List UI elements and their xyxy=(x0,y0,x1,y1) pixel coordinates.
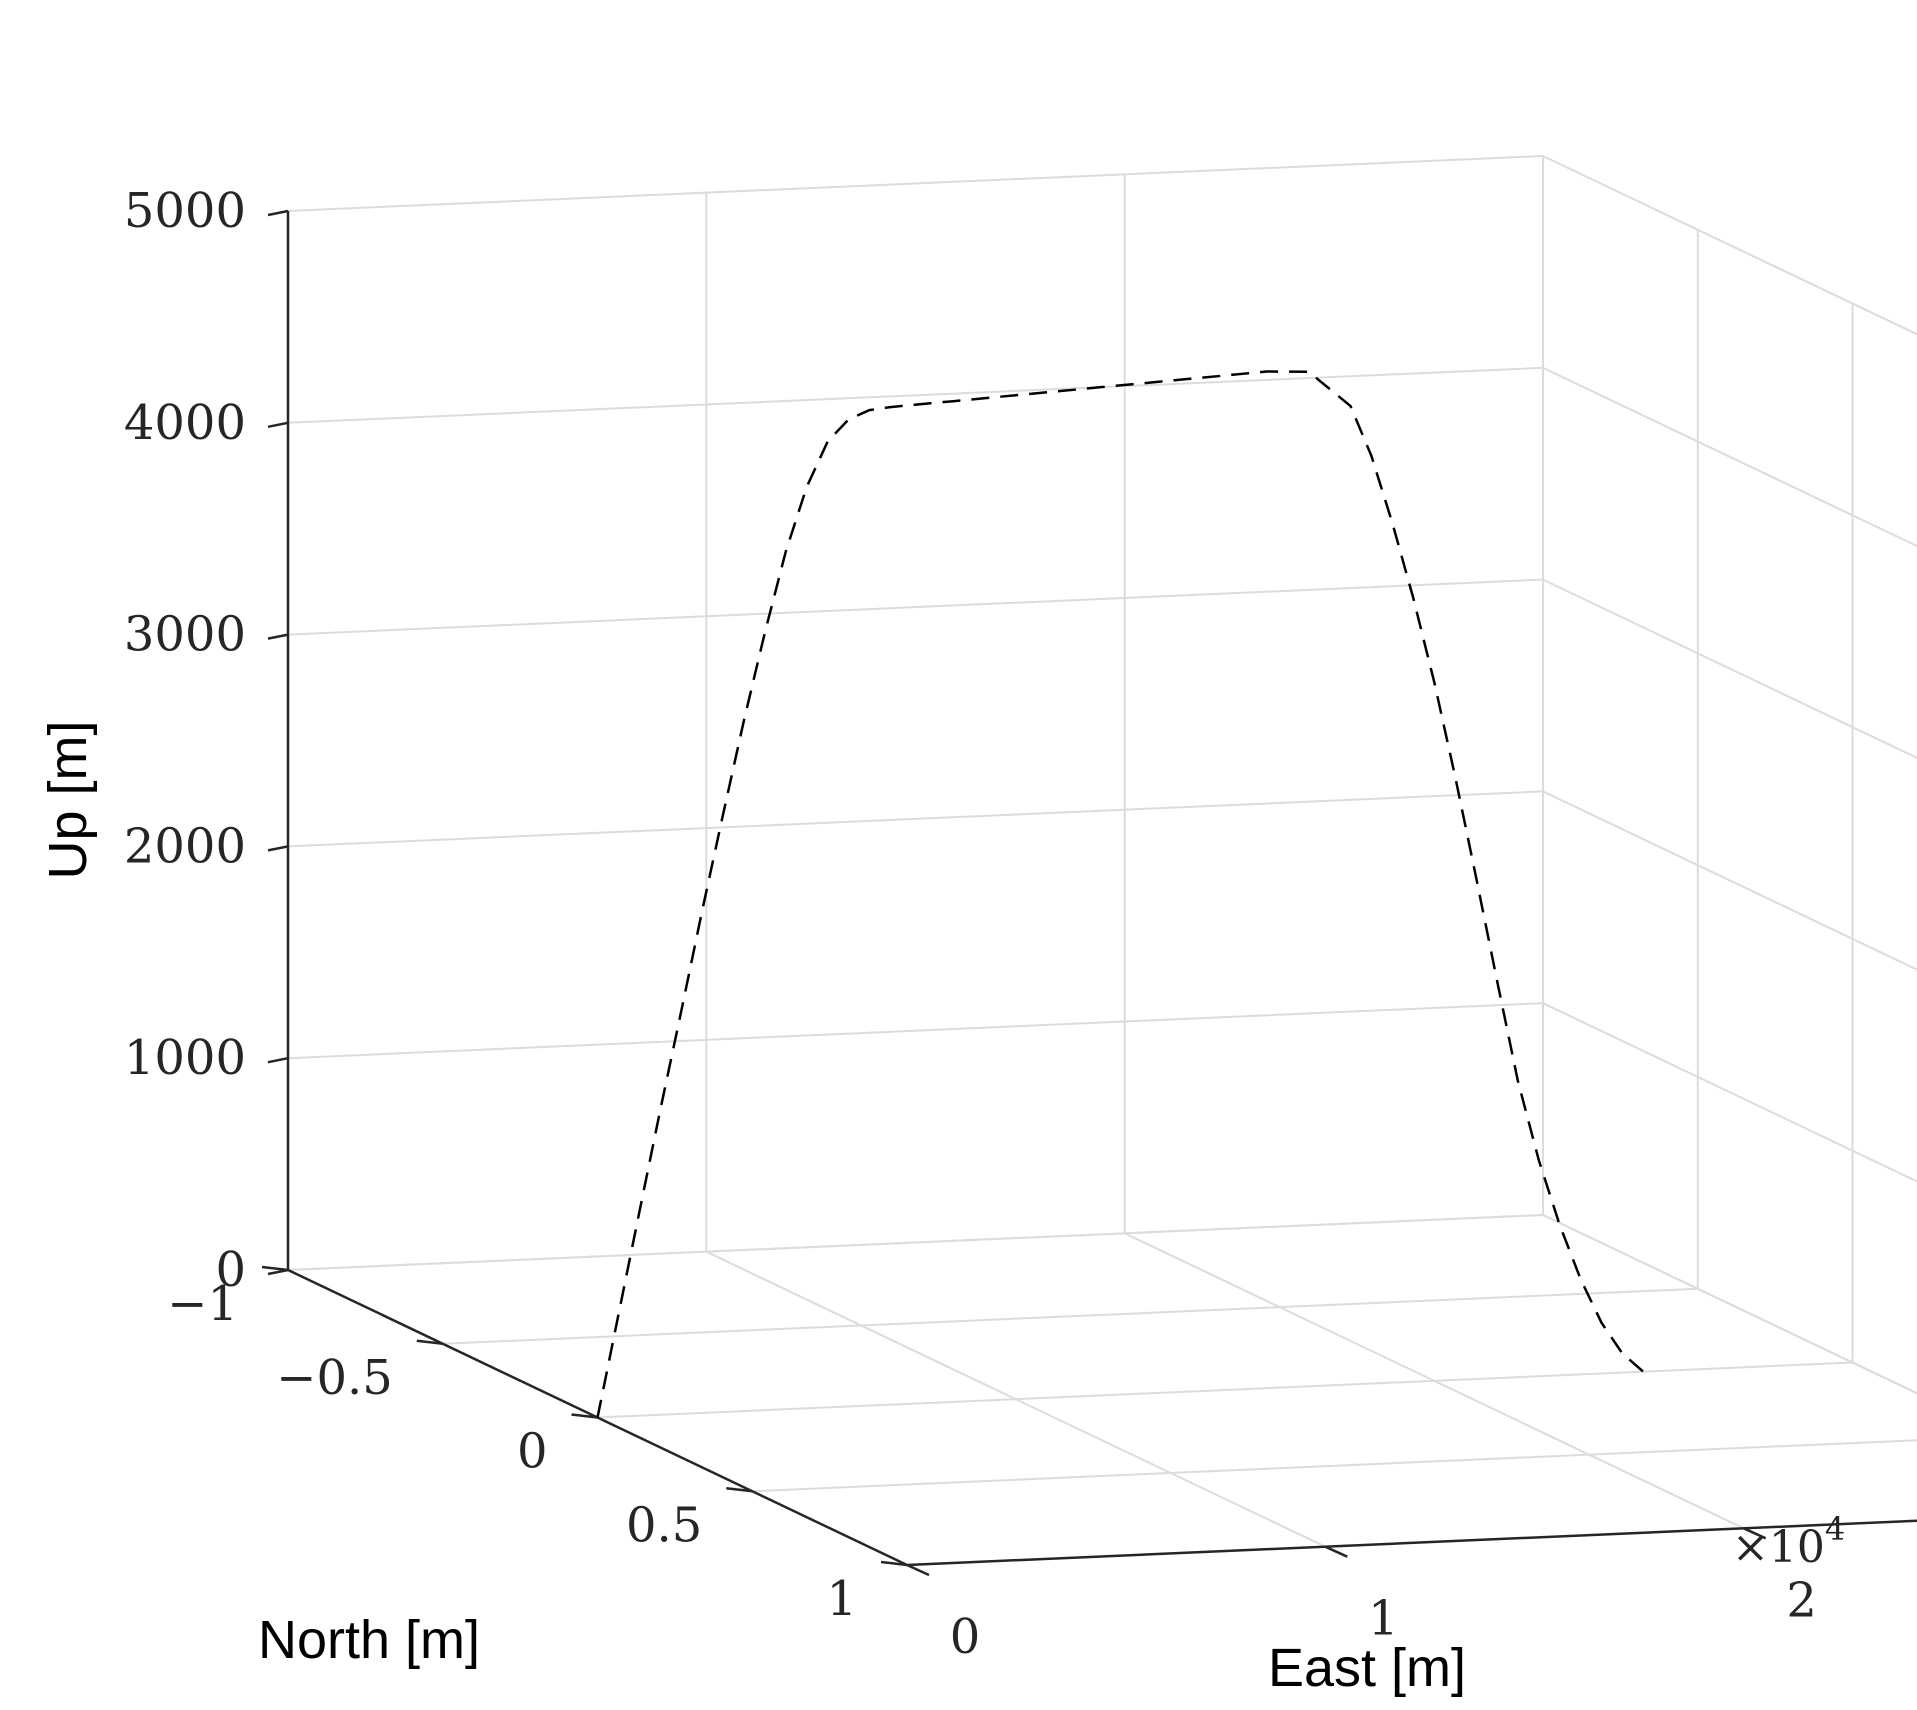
x-axis-multiplier: ×104 xyxy=(1732,1510,1845,1573)
grid-line-floor-x xyxy=(1542,1214,1917,1395)
z-tick xyxy=(267,1056,289,1064)
y-tick xyxy=(571,1413,598,1419)
z-tick-label: 2000 xyxy=(124,818,246,874)
y-tick-label: 1 xyxy=(826,1571,857,1627)
z-tick xyxy=(267,845,289,852)
z-tick xyxy=(267,209,289,217)
x-tick xyxy=(1324,1545,1348,1558)
y-tick xyxy=(261,1265,289,1272)
x-tick-label: 0 xyxy=(950,1609,981,1665)
y-tick-label: −1 xyxy=(167,1276,238,1332)
grid-line-back-z xyxy=(287,155,1544,212)
grid-line-side-z xyxy=(1542,790,1917,971)
x-tick xyxy=(906,1563,930,1577)
grid-lines xyxy=(287,155,1917,1566)
y-axis-title: North [m] xyxy=(258,1610,480,1670)
grid-line-back-z xyxy=(287,790,1544,848)
grid-line-floor-y xyxy=(442,1287,1698,1345)
grid-line-side-z xyxy=(1542,1002,1917,1183)
z-tick-label: 5000 xyxy=(124,183,246,239)
z-tick xyxy=(267,633,289,640)
grid-line-side-z xyxy=(1542,366,1917,548)
grid-line-side-z xyxy=(1542,578,1917,759)
y-tick xyxy=(416,1339,443,1346)
y-tick-label: 0 xyxy=(517,1424,548,1480)
series-layer xyxy=(596,370,1645,1418)
x-tick-label: 2 xyxy=(1786,1572,1817,1628)
y-tick xyxy=(880,1560,908,1567)
grid-line-back-z xyxy=(287,1002,1544,1060)
grid-line-floor-y xyxy=(597,1361,1853,1419)
z-tick xyxy=(267,421,289,429)
y-tick xyxy=(726,1487,753,1493)
grid-line-floor-y xyxy=(752,1439,1917,1493)
x-multiplier-exponent: 4 xyxy=(1825,1510,1845,1548)
y-tick-label: −0.5 xyxy=(276,1350,393,1406)
z-axis-title: Up [m] xyxy=(38,720,98,879)
x-tick-label: 1 xyxy=(1368,1591,1399,1647)
x-multiplier-base: ×10 xyxy=(1732,1522,1825,1573)
x-tick xyxy=(1743,1527,1767,1540)
z-tick-label: 3000 xyxy=(124,607,246,663)
grid-line-back-z xyxy=(287,366,1544,424)
z-tick-label: 1000 xyxy=(124,1030,246,1086)
trajectory-series-line xyxy=(596,370,1645,1418)
grid-line-back-z xyxy=(287,1214,1544,1271)
z-tick-label: 0 xyxy=(215,1242,246,1298)
x-axis-title: East [m] xyxy=(1268,1638,1466,1698)
grid-line-side-z xyxy=(1542,155,1917,336)
grid-line-back-z xyxy=(287,578,1544,636)
z-tick-label: 4000 xyxy=(124,395,246,451)
x-axis-line xyxy=(906,1519,1917,1567)
grid-line-side-z xyxy=(1542,1214,1917,1395)
y-tick-label: 0.5 xyxy=(626,1497,702,1553)
